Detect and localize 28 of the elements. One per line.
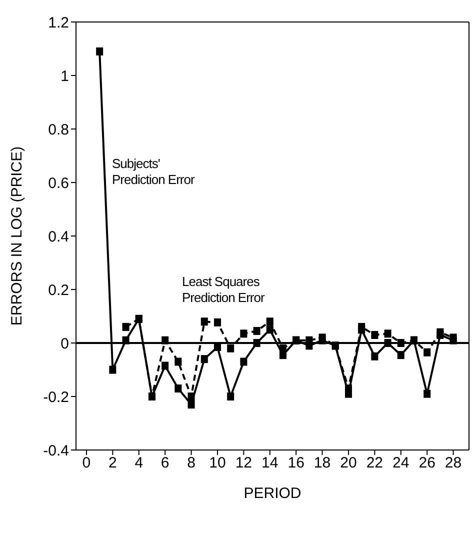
x-tick-label: 12 xyxy=(235,454,252,472)
x-tick-label: 10 xyxy=(209,454,226,472)
y-tick-label: 0.4 xyxy=(48,228,69,246)
x-tick-label: 16 xyxy=(288,454,304,472)
annotation: Least Squares Prediction Error xyxy=(182,274,266,306)
y-tick-label: -0.2 xyxy=(43,388,69,406)
annotation: Subjects' Prediction Error xyxy=(112,156,196,188)
x-tick-label: 4 xyxy=(134,454,144,472)
x-tick-label: 8 xyxy=(187,454,196,472)
x-tick-label: 24 xyxy=(392,454,410,472)
x-tick-label: 22 xyxy=(366,454,384,472)
y-tick-label: 0 xyxy=(60,335,69,352)
y-axis-title: ERRORS IN LOG (PRICE) xyxy=(8,146,26,326)
y-tick-label: 1 xyxy=(60,68,69,85)
x-tick-label: 28 xyxy=(444,454,462,472)
x-tick-label: 26 xyxy=(418,454,436,472)
x-tick-label: 18 xyxy=(314,454,331,472)
x-tick-label: 6 xyxy=(160,454,170,472)
x-tick-label: 0 xyxy=(82,454,91,472)
x-tick-label: 20 xyxy=(340,454,357,472)
y-tick-label: 0.6 xyxy=(48,174,69,192)
x-tick-label: 14 xyxy=(262,454,278,472)
y-tick-label: 0.8 xyxy=(48,121,69,138)
y-tick-label: -0.4 xyxy=(43,442,69,460)
x-tick-label: 2 xyxy=(108,454,117,472)
x-axis-title: PERIOD xyxy=(244,485,302,502)
y-tick-label: 1.2 xyxy=(48,14,69,32)
y-tick-label: 0.2 xyxy=(48,282,69,299)
